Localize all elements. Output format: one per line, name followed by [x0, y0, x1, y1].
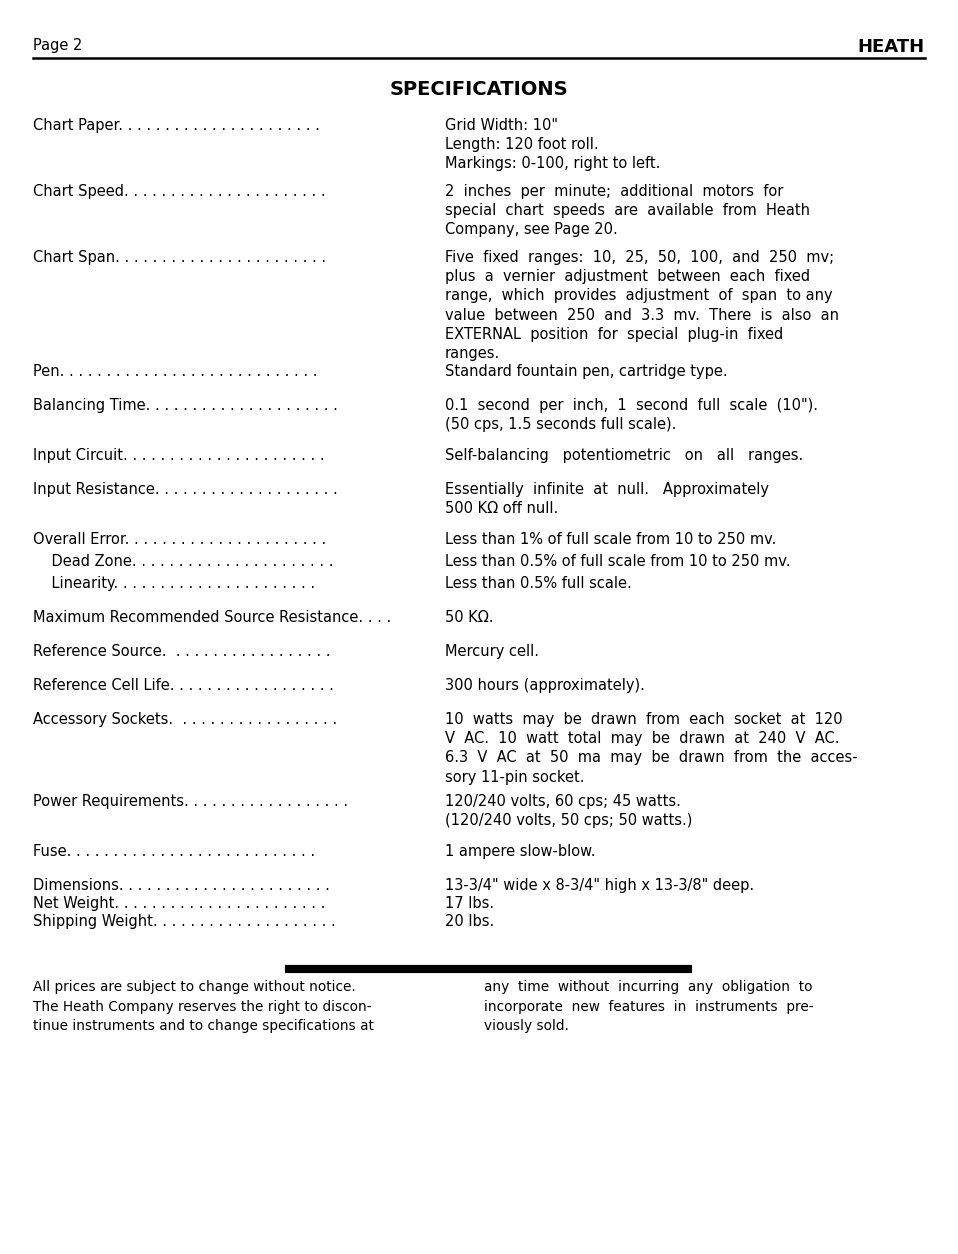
Text: Mercury cell.: Mercury cell.: [445, 645, 539, 660]
Text: Standard fountain pen, cartridge type.: Standard fountain pen, cartridge type.: [445, 364, 728, 379]
Text: 0.1  second  per  inch,  1  second  full  scale  (10").
(50 cps, 1.5 seconds ful: 0.1 second per inch, 1 second full scale…: [445, 398, 818, 433]
Text: Dead Zone. . . . . . . . . . . . . . . . . . . . . .: Dead Zone. . . . . . . . . . . . . . . .…: [33, 554, 333, 569]
Text: Chart Paper. . . . . . . . . . . . . . . . . . . . . .: Chart Paper. . . . . . . . . . . . . . .…: [33, 118, 320, 133]
Text: 120/240 volts, 60 cps; 45 watts.
(120/240 volts, 50 cps; 50 watts.): 120/240 volts, 60 cps; 45 watts. (120/24…: [445, 794, 693, 828]
Text: SPECIFICATIONS: SPECIFICATIONS: [390, 80, 568, 99]
Text: Less than 0.5% full scale.: Less than 0.5% full scale.: [445, 576, 631, 591]
Text: 300 hours (approximately).: 300 hours (approximately).: [445, 678, 645, 693]
Text: Maximum Recommended Source Resistance. . . .: Maximum Recommended Source Resistance. .…: [33, 609, 391, 624]
Text: 10  watts  may  be  drawn  from  each  socket  at  120
V  AC.  10  watt  total  : 10 watts may be drawn from each socket a…: [445, 712, 857, 785]
Text: 17 lbs.: 17 lbs.: [445, 897, 494, 910]
Text: Fuse. . . . . . . . . . . . . . . . . . . . . . . . . . .: Fuse. . . . . . . . . . . . . . . . . . …: [33, 844, 315, 859]
Text: 13-3/4" wide x 8-3/4" high x 13-3/8" deep.: 13-3/4" wide x 8-3/4" high x 13-3/8" dee…: [445, 878, 754, 893]
Text: Reference Cell Life. . . . . . . . . . . . . . . . . .: Reference Cell Life. . . . . . . . . . .…: [33, 678, 334, 693]
Text: Essentially  infinite  at  null.   Approximately
500 KΩ off null.: Essentially infinite at null. Approximat…: [445, 482, 769, 517]
Text: 50 KΩ.: 50 KΩ.: [445, 609, 493, 624]
Text: 20 lbs.: 20 lbs.: [445, 914, 494, 929]
Text: Chart Span. . . . . . . . . . . . . . . . . . . . . . .: Chart Span. . . . . . . . . . . . . . . …: [33, 250, 326, 265]
Text: Page 2: Page 2: [33, 38, 82, 53]
Text: All prices are subject to change without notice.
The Heath Company reserves the : All prices are subject to change without…: [33, 979, 374, 1033]
Text: Reference Source.  . . . . . . . . . . . . . . . . .: Reference Source. . . . . . . . . . . . …: [33, 645, 331, 660]
Text: Balancing Time. . . . . . . . . . . . . . . . . . . . .: Balancing Time. . . . . . . . . . . . . …: [33, 398, 338, 413]
Text: 2  inches  per  minute;  additional  motors  for
special  chart  speeds  are  av: 2 inches per minute; additional motors f…: [445, 184, 810, 237]
Text: Linearity. . . . . . . . . . . . . . . . . . . . . .: Linearity. . . . . . . . . . . . . . . .…: [33, 576, 315, 591]
Text: Shipping Weight. . . . . . . . . . . . . . . . . . . .: Shipping Weight. . . . . . . . . . . . .…: [33, 914, 335, 929]
Text: any  time  without  incurring  any  obligation  to
incorporate  new  features  i: any time without incurring any obligatio…: [484, 979, 813, 1033]
Text: Less than 1% of full scale from 10 to 250 mv.: Less than 1% of full scale from 10 to 25…: [445, 532, 776, 547]
Text: Grid Width: 10"
Length: 120 foot roll.
Markings: 0-100, right to left.: Grid Width: 10" Length: 120 foot roll. M…: [445, 118, 660, 172]
Text: Pen. . . . . . . . . . . . . . . . . . . . . . . . . . . .: Pen. . . . . . . . . . . . . . . . . . .…: [33, 364, 317, 379]
Text: Power Requirements. . . . . . . . . . . . . . . . . .: Power Requirements. . . . . . . . . . . …: [33, 794, 348, 809]
Text: Input Resistance. . . . . . . . . . . . . . . . . . . .: Input Resistance. . . . . . . . . . . . …: [33, 482, 338, 497]
Text: Dimensions. . . . . . . . . . . . . . . . . . . . . . .: Dimensions. . . . . . . . . . . . . . . …: [33, 878, 330, 893]
Text: 1 ampere slow-blow.: 1 ampere slow-blow.: [445, 844, 596, 859]
Text: Self-balancing   potentiometric   on   all   ranges.: Self-balancing potentiometric on all ran…: [445, 448, 803, 463]
Text: HEATH: HEATH: [857, 38, 925, 56]
Text: Input Circuit. . . . . . . . . . . . . . . . . . . . . .: Input Circuit. . . . . . . . . . . . . .…: [33, 448, 325, 463]
Text: Accessory Sockets.  . . . . . . . . . . . . . . . . .: Accessory Sockets. . . . . . . . . . . .…: [33, 712, 337, 727]
Text: Net Weight. . . . . . . . . . . . . . . . . . . . . . .: Net Weight. . . . . . . . . . . . . . . …: [33, 897, 326, 910]
Text: Overall Error. . . . . . . . . . . . . . . . . . . . . .: Overall Error. . . . . . . . . . . . . .…: [33, 532, 327, 547]
Text: Chart Speed. . . . . . . . . . . . . . . . . . . . . .: Chart Speed. . . . . . . . . . . . . . .…: [33, 184, 326, 199]
Text: Five  fixed  ranges:  10,  25,  50,  100,  and  250  mv;
plus  a  vernier  adjus: Five fixed ranges: 10, 25, 50, 100, and …: [445, 250, 839, 361]
Text: Less than 0.5% of full scale from 10 to 250 mv.: Less than 0.5% of full scale from 10 to …: [445, 554, 790, 569]
